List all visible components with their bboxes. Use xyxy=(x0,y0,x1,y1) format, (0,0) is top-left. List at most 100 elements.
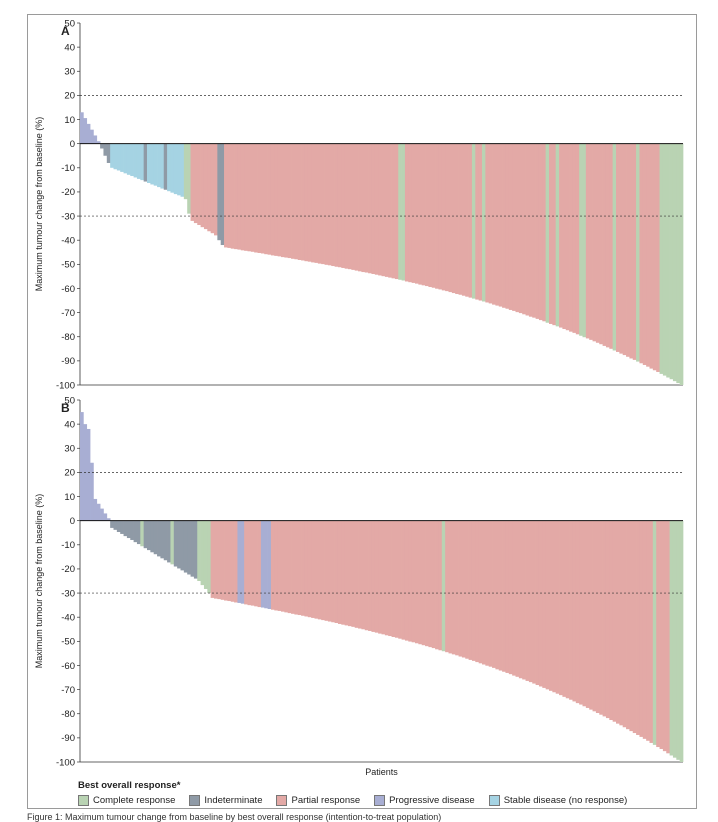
panel-b-bar xyxy=(123,520,128,537)
panel-b-bar xyxy=(264,520,268,609)
panel-b-bar xyxy=(391,520,396,637)
panel-a-bar xyxy=(669,143,674,380)
legend-item-indeterminate: Indeterminate xyxy=(189,795,262,806)
panel-a-bar xyxy=(331,143,335,267)
panel-a-bar xyxy=(411,143,416,283)
panel-a-bar xyxy=(86,123,91,144)
panel-b-bar xyxy=(411,520,416,643)
panel-a-bar xyxy=(572,143,577,333)
panel-b-bar xyxy=(170,520,175,565)
panel-b-bar xyxy=(190,520,195,577)
panel-a-bar xyxy=(207,143,211,232)
panel-b-bar xyxy=(599,520,603,715)
panel-a-bar xyxy=(465,143,469,297)
panel-a-bar xyxy=(257,143,262,253)
panel-b-bar xyxy=(431,520,436,649)
panel-b-bar xyxy=(234,520,238,603)
panel-a-bar xyxy=(478,143,483,301)
panel-b-y-tick-label: -20 xyxy=(61,564,75,575)
panel-b-bar xyxy=(672,520,677,758)
panel-b-bar xyxy=(649,520,654,743)
panel-b-bar xyxy=(217,520,222,600)
panel-a-bar xyxy=(535,143,540,319)
panel-b-bar xyxy=(518,520,523,679)
panel-a-bar xyxy=(96,141,101,144)
panel-a-bar xyxy=(438,143,443,290)
panel-a-bar xyxy=(475,143,479,300)
panel-b-bar xyxy=(458,520,463,657)
panel-b-bar xyxy=(337,520,342,624)
panel-a-bar xyxy=(471,143,476,299)
panel-b-bar xyxy=(401,520,406,640)
panel-a-bar xyxy=(589,143,593,340)
legend-label-stable-disease: Stable disease (no response) xyxy=(503,795,628,806)
panel-b-bar xyxy=(334,520,339,623)
panel-a-bar xyxy=(311,143,315,263)
panel-a-bar xyxy=(284,143,289,258)
panel-a-bar xyxy=(488,143,493,304)
panel-b-bar xyxy=(177,520,181,569)
panel-b-bar xyxy=(130,520,134,540)
panel-a-bar xyxy=(180,143,185,197)
panel-b-bar xyxy=(622,520,627,728)
panel-b-bar xyxy=(616,520,620,724)
panel-a-bar xyxy=(368,143,372,274)
panel-b-bar xyxy=(153,520,158,555)
panel-a-bar xyxy=(585,143,590,339)
panel-a-bar xyxy=(545,143,550,323)
panel-a-bar xyxy=(595,143,600,343)
panel-a-bar xyxy=(240,143,245,251)
panel-a-bar xyxy=(301,143,305,261)
panel-a-bar xyxy=(559,143,563,328)
panel-b-bar xyxy=(605,520,610,719)
panel-b-bar xyxy=(589,520,593,710)
panel-a-bar xyxy=(612,143,617,351)
panel-b-y-tick-label: -70 xyxy=(61,685,75,696)
panel-b-y-tick-label: -80 xyxy=(61,709,75,720)
panel-a-bar xyxy=(291,143,295,259)
panel-b-y-tick-label: 30 xyxy=(64,444,75,455)
panel-a-y-tick-label: -30 xyxy=(61,211,75,222)
panel-b-bar xyxy=(398,520,402,639)
panel-b-bar xyxy=(666,520,670,754)
panel-b-bar xyxy=(545,520,550,690)
panel-a-bar xyxy=(659,143,664,374)
panel-a-bar xyxy=(666,143,670,378)
panel-a-bar xyxy=(428,143,433,288)
panel-b-bar xyxy=(445,520,449,653)
panel-a-bar xyxy=(505,143,510,309)
panel-a-bar xyxy=(455,143,459,295)
legend-swatch-partial-response xyxy=(276,795,288,806)
panel-b-bar xyxy=(143,520,148,549)
panel-b-bar xyxy=(224,520,228,601)
panel-b-bar xyxy=(173,520,178,567)
panel-a-bar xyxy=(100,143,104,149)
panel-b-bar xyxy=(126,520,131,539)
panel-a-bar xyxy=(314,143,319,263)
panel-a-bar xyxy=(525,143,530,316)
panel-b-bar xyxy=(418,520,423,645)
panel-a-bar xyxy=(307,143,312,262)
panel-a-bar xyxy=(401,143,406,281)
panel-a-bar xyxy=(485,143,490,303)
panel-a-bar xyxy=(388,143,392,278)
panel-b-bar xyxy=(575,520,580,704)
panel-b-bar xyxy=(612,520,617,722)
panel-b-bar xyxy=(220,520,225,600)
legend-label-progressive-disease: Progressive disease xyxy=(389,795,475,806)
panel-a-bar xyxy=(210,143,215,234)
panel-a-bar xyxy=(187,143,191,214)
panel-a-bar xyxy=(348,143,352,270)
panel-a-bar xyxy=(646,143,650,367)
panel-b-bar xyxy=(183,520,188,573)
panel-b-bar xyxy=(549,520,553,691)
panel-a-y-tick-label: -100 xyxy=(56,380,75,391)
panel-a-bar xyxy=(250,143,255,252)
panel-b-bar xyxy=(301,520,305,616)
panel-b-y-tick-label: -60 xyxy=(61,661,75,672)
panel-b-bar xyxy=(167,520,171,563)
panel-b-y-tick-label: 20 xyxy=(64,468,75,479)
panel-a-bar xyxy=(662,143,667,376)
panel-a-bar xyxy=(230,143,235,249)
panel-b-y-axis-title: Maximum tumour change from baseline (%) xyxy=(34,494,44,669)
